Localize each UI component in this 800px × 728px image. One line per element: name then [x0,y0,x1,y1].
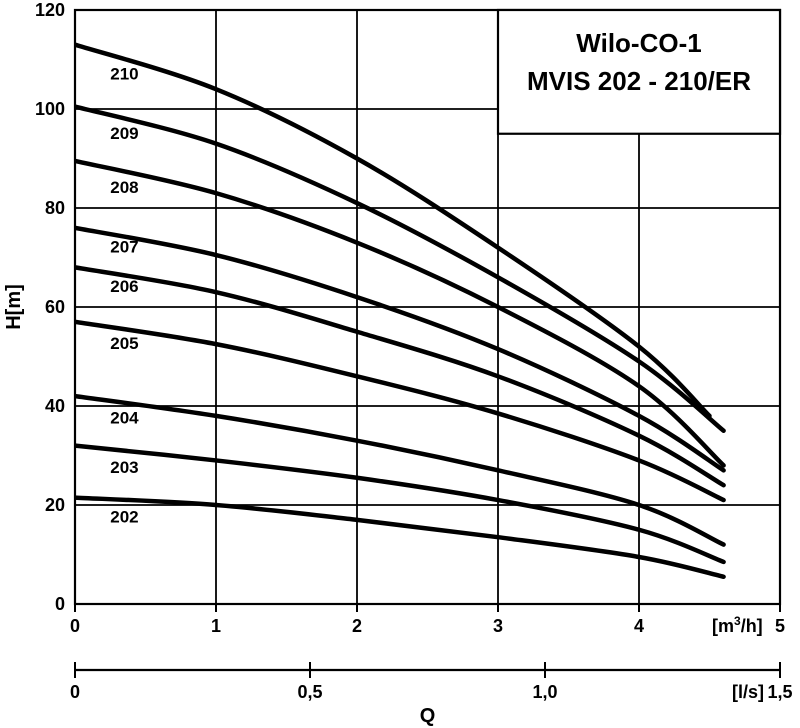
x2-tick-label: 1,5 [767,682,792,702]
curve-label: 203 [110,458,138,477]
x-axis-title: Q [420,705,436,727]
x1-tick-label: 3 [493,616,503,636]
chart-title-1: Wilo-CO-1 [576,28,701,58]
curve-label: 209 [110,124,138,143]
curve-label: 202 [110,507,138,526]
y-tick-label: 0 [55,594,65,614]
y-axis-title: H[m] [3,284,25,330]
y-tick-label: 60 [45,297,65,317]
x1-tick-label: 5 [775,616,785,636]
x1-tick-label: 2 [352,616,362,636]
curve-label: 207 [110,238,138,257]
y-tick-label: 120 [35,0,65,20]
x1-tick-label: 4 [634,616,644,636]
x1-tick-label: 0 [70,616,80,636]
x2-tick-label: 0 [70,682,80,702]
curve-label: 205 [110,334,138,353]
curve-label: 206 [110,277,138,296]
pump-curve [75,498,724,577]
pump-curve [75,107,724,431]
pump-curve [75,228,724,471]
pump-curve [75,396,724,544]
x1-tick-label: 1 [211,616,221,636]
x2-tick-label: 1,0 [532,682,557,702]
y-tick-label: 100 [35,99,65,119]
x1-unit-label: [m3/h] [712,614,763,636]
curve-label: 208 [110,178,138,197]
x2-tick-label: 0,5 [297,682,322,702]
y-tick-label: 40 [45,396,65,416]
chart-title-2: MVIS 202 - 210/ER [527,66,751,96]
y-tick-label: 20 [45,495,65,515]
pump-curve-chart: 0 20 40 60 80 100 120 0 1 2 3 4 5 0 0,5 1,0 1,5 H[m] Q [m3/… [0,0,800,728]
y-tick-label: 80 [45,198,65,218]
curve-label: 210 [110,64,138,83]
curve-label: 204 [110,408,139,427]
x2-unit-label: [l/s] [732,682,764,702]
